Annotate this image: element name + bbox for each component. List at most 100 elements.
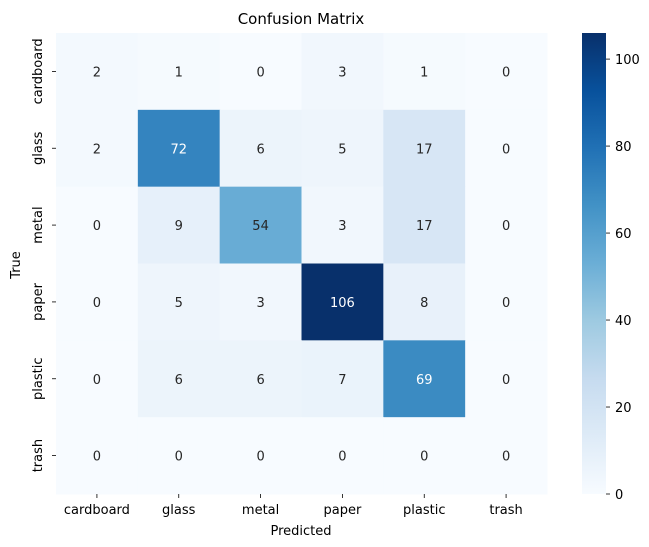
cell-value: 0 bbox=[175, 450, 183, 465]
x-axis-label: Predicted bbox=[270, 524, 331, 539]
heatmap-cell bbox=[219, 417, 302, 495]
cell-value: 0 bbox=[93, 219, 101, 234]
cell-value: 0 bbox=[502, 142, 510, 157]
y-tick-label: glass bbox=[31, 131, 46, 165]
heatmap-cell bbox=[137, 109, 221, 188]
y-tick-label: trash bbox=[31, 439, 46, 472]
cell-value: 3 bbox=[338, 65, 346, 80]
heatmap-cell bbox=[56, 109, 139, 188]
cell-value: 6 bbox=[175, 373, 183, 388]
heatmap-cell bbox=[383, 109, 466, 188]
heatmap-cell bbox=[383, 186, 466, 264]
heatmap-cell bbox=[383, 340, 466, 418]
cell-value: 6 bbox=[256, 373, 264, 388]
colorbar-ticks: 0 20 40 60 80 100 bbox=[606, 53, 640, 503]
cell-value: 0 bbox=[256, 65, 264, 80]
heatmap-cell bbox=[301, 33, 384, 111]
heatmap-cell bbox=[465, 33, 548, 111]
cell-value: 1 bbox=[420, 65, 428, 80]
cell-value: 3 bbox=[256, 296, 264, 311]
cell-value: 106 bbox=[330, 296, 355, 311]
y-axis-ticks: cardboard glass metal paper plastic trash bbox=[31, 38, 56, 472]
x-tick-label: metal bbox=[242, 503, 279, 518]
cell-value: 0 bbox=[420, 450, 428, 465]
cell-value: 1 bbox=[175, 65, 183, 80]
heatmap-cell bbox=[137, 186, 221, 264]
colorbar-tick-label: 100 bbox=[615, 53, 640, 68]
cell-value: 9 bbox=[175, 219, 183, 234]
colorbar bbox=[582, 33, 606, 494]
colorbar-tick-label: 0 bbox=[615, 488, 623, 503]
y-tick-label: paper bbox=[31, 282, 46, 320]
y-tick-label: cardboard bbox=[31, 38, 46, 104]
heatmap-cell bbox=[465, 109, 548, 188]
cell-value: 0 bbox=[502, 296, 510, 311]
cell-value: 17 bbox=[416, 219, 433, 234]
cell-value: 0 bbox=[256, 450, 264, 465]
heatmap-cell bbox=[56, 417, 139, 495]
x-tick-label: plastic bbox=[403, 503, 445, 518]
cell-value: 0 bbox=[93, 450, 101, 465]
cell-value: 3 bbox=[338, 219, 346, 234]
heatmap-cell bbox=[383, 33, 466, 111]
heatmap-cell bbox=[219, 109, 302, 188]
cell-value: 7 bbox=[338, 373, 346, 388]
heatmap-cell bbox=[219, 186, 302, 264]
cell-value: 2 bbox=[93, 142, 101, 157]
heatmap-cell bbox=[56, 33, 139, 111]
heatmap-cell bbox=[56, 263, 139, 341]
heatmap-cell bbox=[465, 417, 548, 495]
heatmap-cell bbox=[301, 417, 384, 495]
heatmap-cell bbox=[301, 263, 384, 341]
cell-value: 0 bbox=[93, 373, 101, 388]
heatmap-cell bbox=[383, 263, 466, 341]
cell-value: 0 bbox=[93, 296, 101, 311]
cell-value: 5 bbox=[175, 296, 183, 311]
heatmap-cell bbox=[56, 186, 139, 264]
cell-value: 0 bbox=[502, 219, 510, 234]
cell-value: 17 bbox=[416, 142, 433, 157]
x-tick-label: trash bbox=[489, 503, 522, 518]
cell-value: 0 bbox=[502, 65, 510, 80]
cell-value: 0 bbox=[502, 373, 510, 388]
heatmap-cell bbox=[383, 417, 466, 495]
heatmap-cell bbox=[301, 340, 384, 418]
cell-value: 2 bbox=[93, 65, 101, 80]
heatmap-cell bbox=[465, 340, 548, 418]
cell-value: 0 bbox=[338, 450, 346, 465]
x-tick-label: glass bbox=[162, 503, 196, 518]
cell-value: 0 bbox=[502, 450, 510, 465]
cell-value: 6 bbox=[256, 142, 264, 157]
x-tick-label: paper bbox=[324, 503, 362, 518]
y-axis-label: True bbox=[9, 251, 24, 280]
x-axis-ticks: cardboard glass metal paper plastic trash bbox=[64, 494, 523, 518]
chart-title: Confusion Matrix bbox=[238, 10, 365, 28]
cell-value: 54 bbox=[252, 219, 269, 234]
heatmap-cell bbox=[56, 340, 139, 418]
heatmap-cell bbox=[219, 263, 302, 341]
colorbar-tick-label: 20 bbox=[615, 401, 632, 416]
heatmap-cell bbox=[301, 109, 384, 188]
heatmap-cell bbox=[219, 340, 302, 418]
heatmap-cell bbox=[137, 340, 221, 418]
x-tick-label: cardboard bbox=[64, 503, 130, 518]
heatmap-cell bbox=[137, 263, 221, 341]
cell-value: 69 bbox=[416, 373, 433, 388]
y-tick-label: metal bbox=[31, 206, 46, 243]
colorbar-tick-label: 80 bbox=[615, 140, 632, 155]
cell-value: 72 bbox=[170, 142, 187, 157]
cell-value: 5 bbox=[338, 142, 346, 157]
cell-annotations: 2 1 0 3 1 02 72 6 5 17 00 9 54 3 17 00 5 3 106 8 00 6 6 7 69 00 0 0… bbox=[93, 65, 510, 464]
heatmap-cell bbox=[219, 33, 302, 111]
cell-value: 8 bbox=[420, 296, 428, 311]
y-tick-label: plastic bbox=[31, 358, 46, 400]
colorbar-tick-label: 60 bbox=[615, 227, 632, 242]
heatmap-cell bbox=[301, 186, 384, 264]
heatmap-cell bbox=[465, 186, 548, 264]
heatmap-cell bbox=[137, 417, 221, 495]
heatmap-cell bbox=[137, 33, 221, 111]
heatmap-cell bbox=[465, 263, 548, 341]
heatmap-cells bbox=[56, 33, 548, 495]
colorbar-tick-label: 40 bbox=[615, 314, 632, 329]
